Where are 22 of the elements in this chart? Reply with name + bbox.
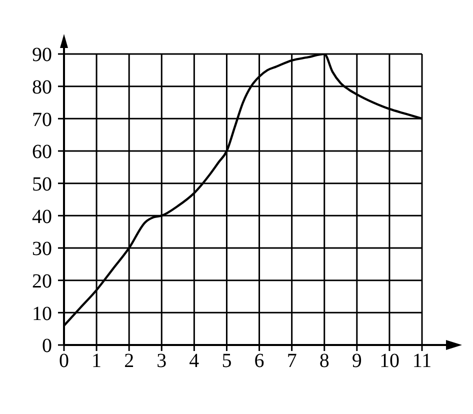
y-tick-label: 90 (32, 44, 52, 66)
x-tick-label: 6 (254, 350, 264, 372)
y-tick-label: 40 (32, 206, 52, 228)
x-tick-label: 5 (222, 350, 232, 372)
y-tick-label: 30 (32, 238, 52, 260)
y-tick-label: 0 (42, 335, 52, 358)
x-tick-label: 3 (156, 350, 167, 372)
x-tick-label: 9 (352, 350, 362, 372)
x-tick-label: 10 (379, 350, 400, 372)
x-tick-label: 0 (59, 350, 69, 372)
y-tick-label: 70 (32, 108, 52, 131)
x-tick-label: 2 (124, 350, 134, 372)
x-tick-label: 4 (189, 350, 200, 372)
y-tick-label: 50 (32, 173, 52, 196)
y-tick-label: 80 (32, 76, 52, 98)
x-tick-label: 11 (412, 350, 432, 372)
x-tick-label: 1 (92, 350, 102, 372)
x-tick-label: 7 (286, 350, 297, 372)
y-tick-label: 10 (32, 302, 52, 325)
y-tick-label: 60 (32, 141, 52, 164)
x-tick-label: 8 (319, 350, 330, 372)
y-tick-label: 20 (32, 270, 52, 292)
